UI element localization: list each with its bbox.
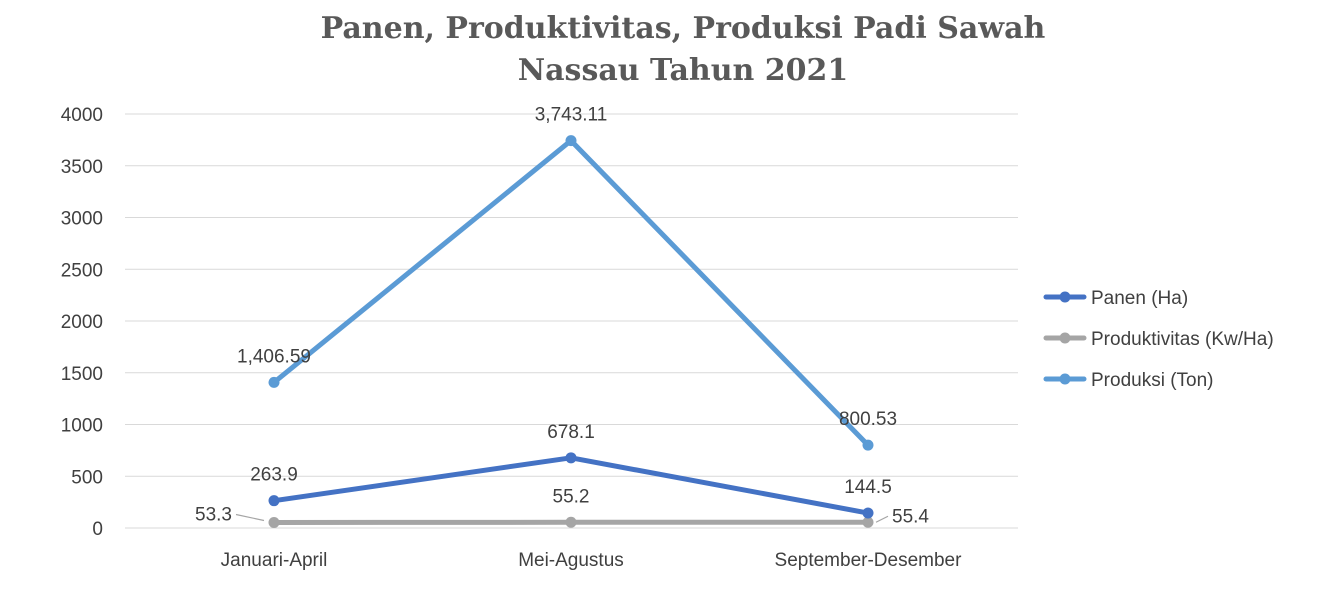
point-produktivitas-kw-ha-1 [268,516,280,528]
data-label-produksi-ton-2: 3,743.11 [535,105,608,126]
data-labels: 263.9 678.1 144.5 53.3 55.2 55.4 1,406.59 3,743… [195,105,929,528]
x-tick-label-1: Januari-April [221,550,328,571]
point-produktivitas-kw-ha-3 [862,516,874,528]
point-panen-ha-3 [862,507,874,519]
y-tick-label-0: 0 [92,519,103,540]
data-label-panen-ha-3: 144.5 [844,477,892,498]
x-axis-ticks: Januari-April Mei-Agustus September-Desemb… [221,550,962,571]
y-tick-label-1500: 1500 [61,364,103,385]
point-produksi-ton-2 [565,135,577,147]
data-label-produksi-ton-1: 1,406.59 [237,346,311,367]
y-tick-label-3500: 3500 [61,157,103,178]
data-label-produktivitas-kw-ha-3: 55.4 [892,506,929,527]
y-tick-label-1000: 1000 [61,416,103,437]
y-tick-label-500: 500 [71,467,103,488]
legend-label-produksi-ton: Produksi (Ton) [1091,370,1214,391]
legend-label-panen-ha: Panen (Ha) [1091,288,1188,309]
y-axis-ticks: 0 500 1000 1500 2000 2500 3000 3500 4000 [61,105,103,540]
y-tick-label-2500: 2500 [61,260,103,281]
legend-marker-produksi-ton [1059,373,1071,385]
data-label-produktivitas-kw-ha-2: 55.2 [553,486,590,507]
series-line-produksi-ton [271,138,871,448]
leader-line-produktivitas-1 [235,513,265,522]
legend-marker-produktivitas-kw-ha [1059,332,1071,344]
point-produktivitas-kw-ha-2 [565,516,577,528]
point-produksi-ton-3 [862,439,874,451]
legend-label-produktivitas-kw-ha: Produktivitas (Kw/Ha) [1091,329,1274,350]
y-tick-label-2000: 2000 [61,312,103,333]
data-label-produktivitas-kw-ha-1: 53.3 [195,504,232,525]
gridlines [125,113,1018,529]
x-tick-label-3: September-Desember [775,550,963,571]
y-tick-label-3000: 3000 [61,209,103,230]
y-tick-label-4000: 4000 [61,105,103,126]
chart-title: Panen, Produktivitas, Produksi Padi Sawa… [321,11,1046,88]
leader-line-produktivitas-3 [875,515,889,523]
series [268,135,874,528]
legend: Panen (Ha) Produktivitas (Kw/Ha) Produksi … [1043,288,1274,391]
chart-title-line-2: Nassau Tahun 2021 [518,53,849,88]
chart-title-line-1: Panen, Produktivitas, Produksi Padi Sawa… [321,11,1046,46]
x-tick-label-2: Mei-Agustus [518,550,624,571]
data-label-panen-ha-1: 263.9 [250,465,298,486]
legend-marker-panen-ha [1059,291,1071,303]
data-label-panen-ha-2: 678.1 [547,422,595,443]
point-panen-ha-2 [565,452,577,464]
data-label-produksi-ton-3: 800.53 [839,409,897,430]
point-panen-ha-1 [268,495,280,507]
point-produksi-ton-1 [268,376,280,388]
